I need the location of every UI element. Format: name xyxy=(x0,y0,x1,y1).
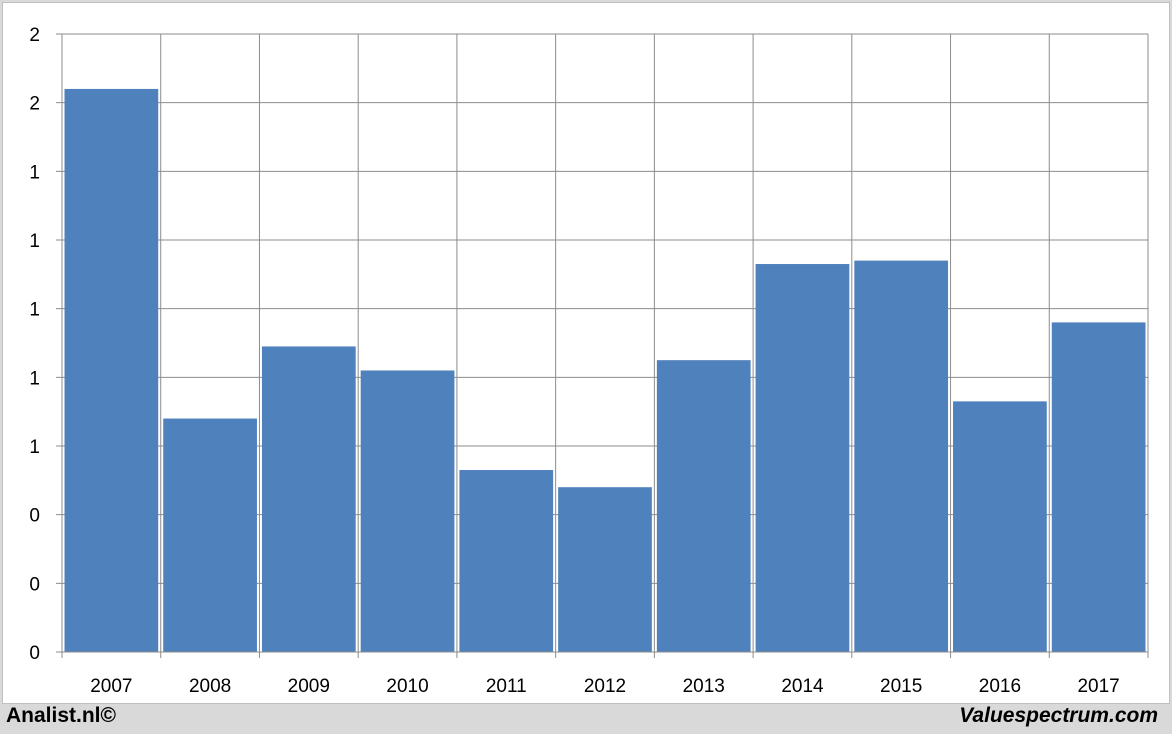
x-tick-label: 2016 xyxy=(979,676,1021,697)
valuespectrum-credit: Valuespectrum.com xyxy=(959,704,1158,727)
x-tick-label: 2012 xyxy=(584,676,626,697)
y-tick-label: 1 xyxy=(29,437,40,458)
y-tick-label: 2 xyxy=(29,94,40,115)
bar-2016 xyxy=(953,401,1047,652)
bar-2015 xyxy=(854,260,949,652)
bar-2014 xyxy=(755,264,850,652)
bar-2013 xyxy=(656,360,751,652)
bar-2009 xyxy=(261,346,356,652)
y-tick-label: 2 xyxy=(29,25,40,46)
x-tick-label: 2008 xyxy=(189,676,231,697)
x-tick-label: 2009 xyxy=(288,676,330,697)
x-tick-label: 2011 xyxy=(486,676,527,697)
bar-2008 xyxy=(163,418,257,652)
x-tick-label: 2017 xyxy=(1077,676,1119,697)
x-tick-label: 2013 xyxy=(683,676,725,697)
y-tick-label: 0 xyxy=(29,574,40,595)
y-tick-label: 1 xyxy=(29,368,40,389)
bar-2011 xyxy=(459,470,554,652)
y-tick-label: 1 xyxy=(29,231,40,252)
bar-2007 xyxy=(64,88,159,652)
y-tick-label: 0 xyxy=(29,506,40,527)
x-tick-label: 2015 xyxy=(880,676,922,697)
x-tick-label: 2010 xyxy=(386,676,428,697)
bar-2012 xyxy=(558,487,652,652)
y-tick-label: 1 xyxy=(29,300,40,321)
x-tick-label: 2007 xyxy=(90,676,132,697)
bar-2010 xyxy=(360,370,455,652)
y-tick-label: 1 xyxy=(29,162,40,183)
y-tick-label: 0 xyxy=(29,643,40,664)
analist-credit: Analist.nl© xyxy=(6,704,116,727)
x-tick-label: 2014 xyxy=(781,676,824,697)
bar-2017 xyxy=(1051,322,1146,652)
